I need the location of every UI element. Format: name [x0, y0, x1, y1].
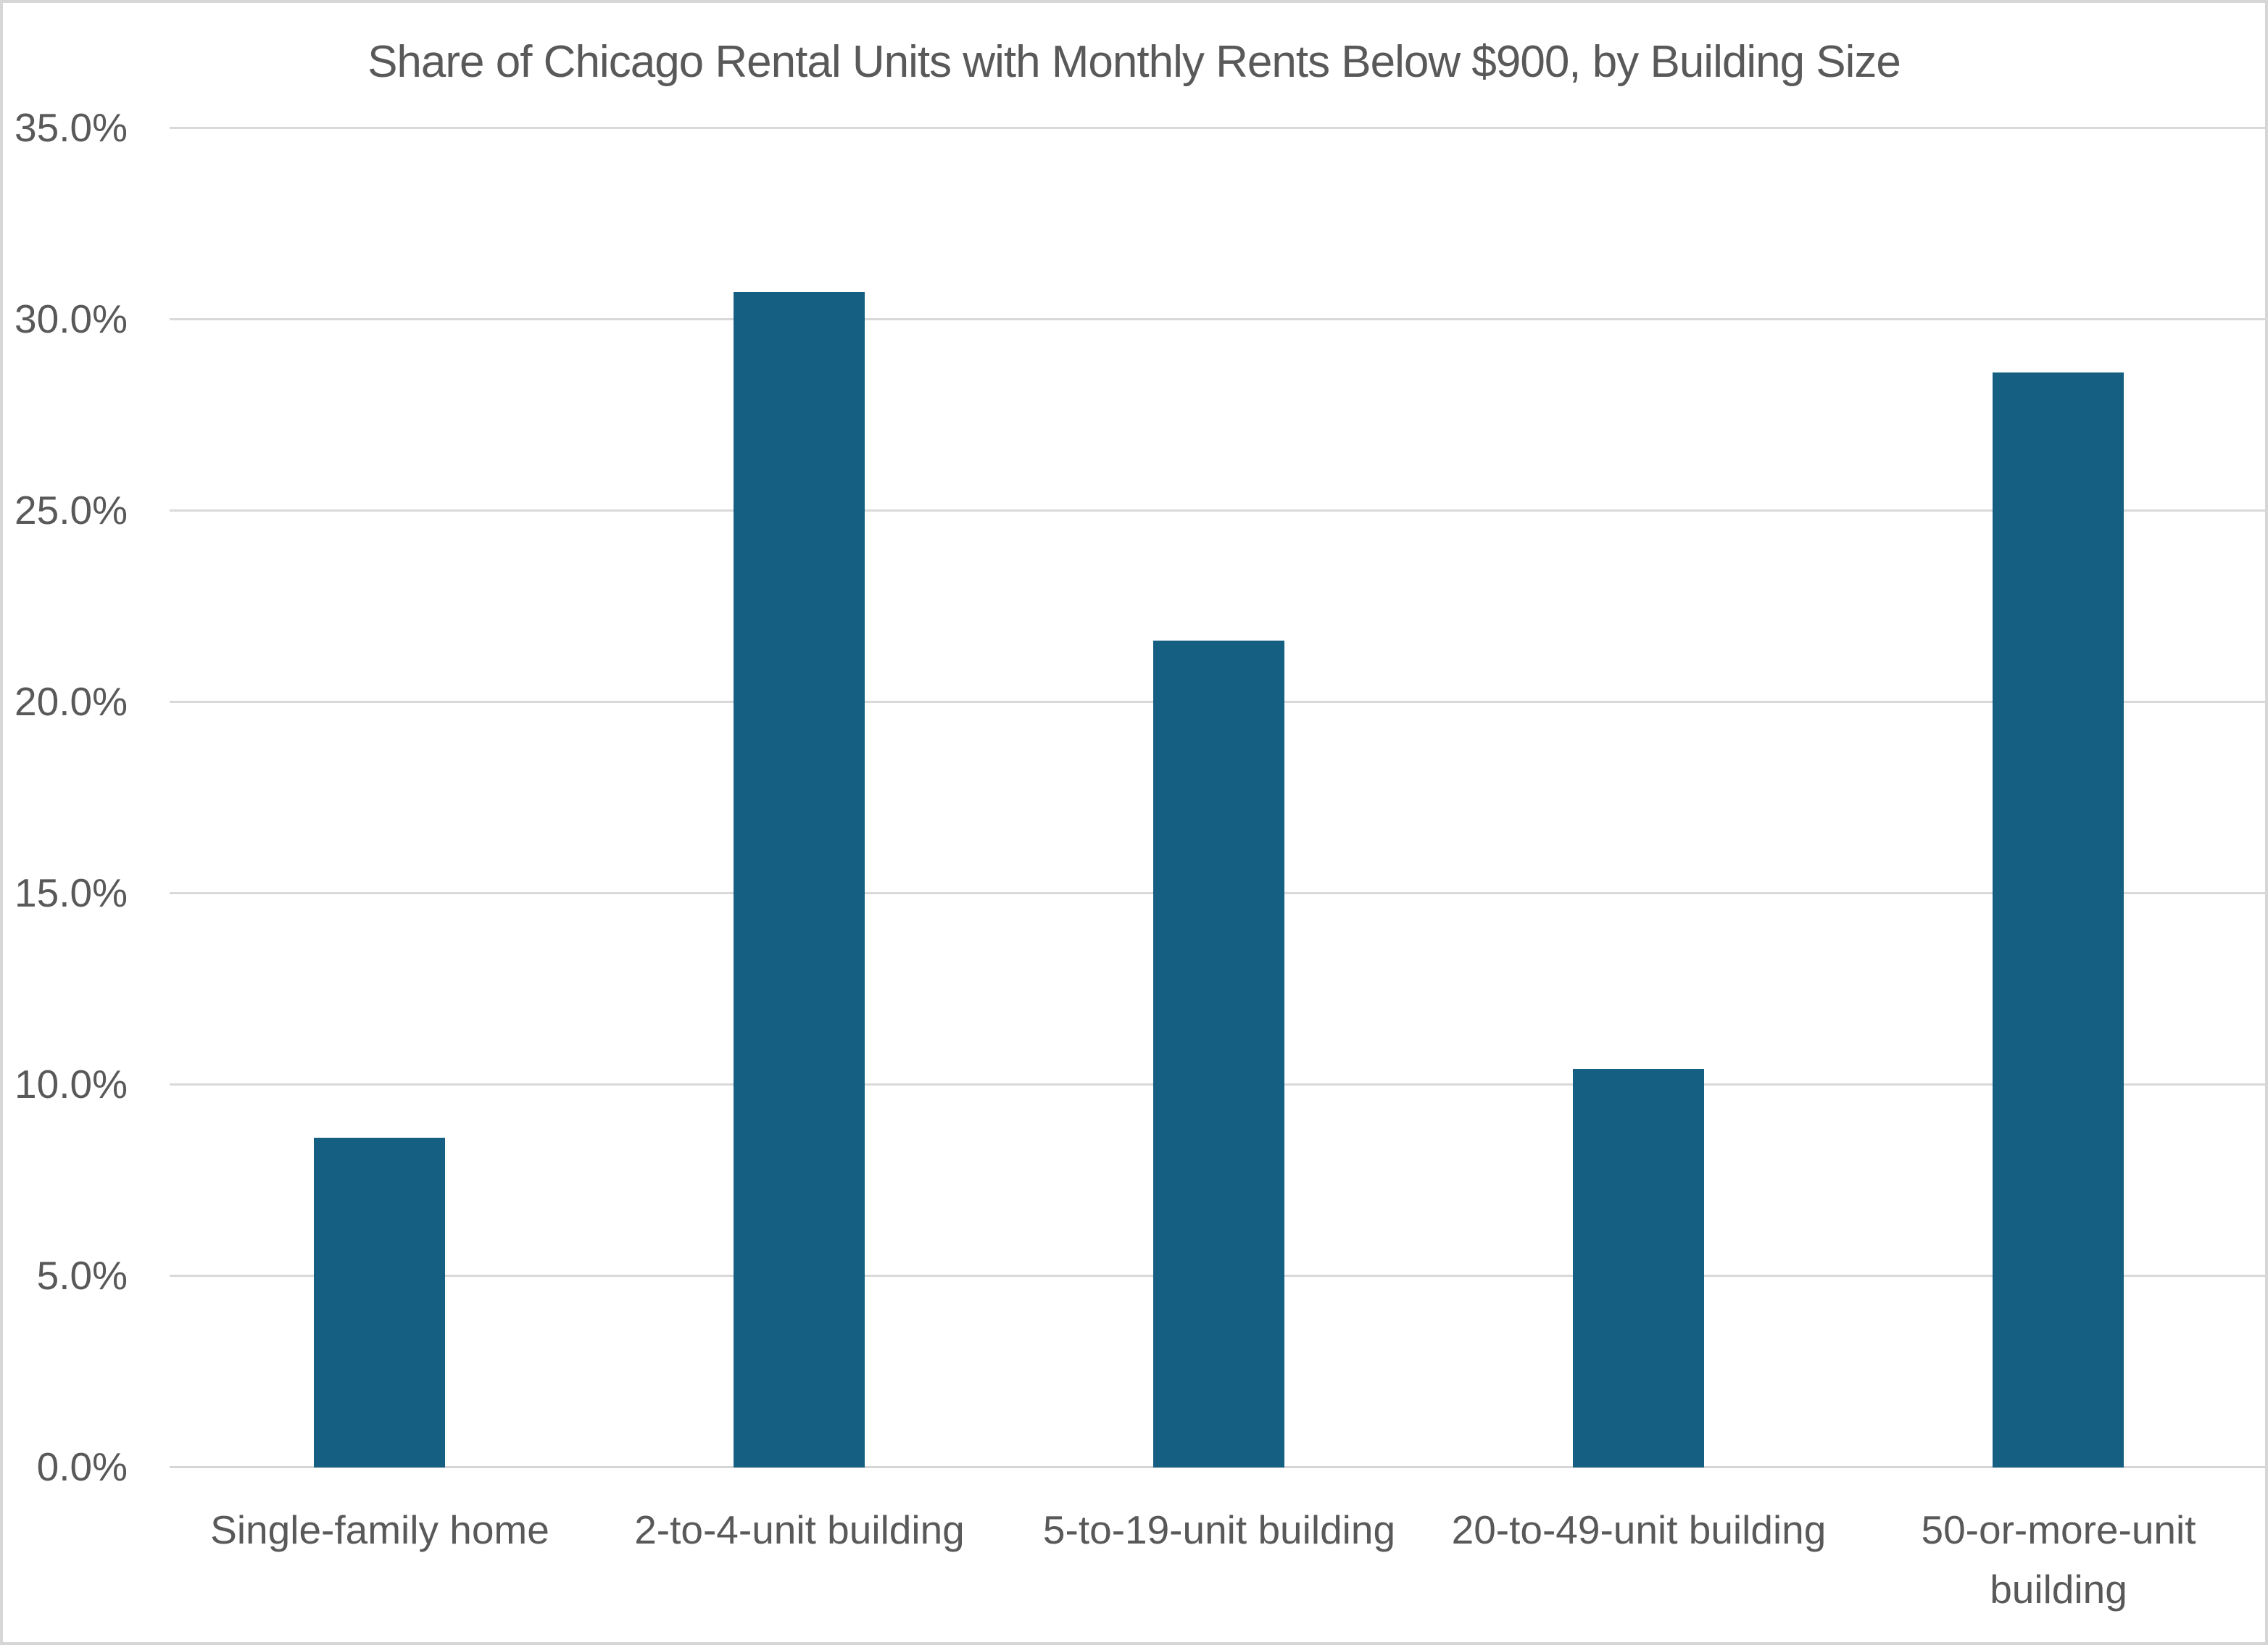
y-axis-tick-label: 25.0%: [14, 488, 128, 533]
x-axis-category-label: 20-to-49-unit building: [1451, 1507, 1827, 1552]
y-axis-tick-label: 30.0%: [14, 296, 128, 341]
chart-title: Share of Chicago Rental Units with Month…: [367, 37, 1901, 87]
bar: [1573, 1069, 1704, 1467]
bar: [734, 292, 865, 1467]
y-axis-tick-label: 5.0%: [36, 1253, 128, 1298]
y-axis-tick-label: 10.0%: [14, 1062, 128, 1107]
gridline: [170, 318, 2265, 320]
gridline: [170, 127, 2265, 129]
bar: [1153, 641, 1284, 1467]
y-axis-tick-label: 20.0%: [14, 679, 128, 724]
x-axis-category-label: 5-to-19-unit building: [1042, 1507, 1396, 1552]
bar: [314, 1138, 445, 1467]
x-axis-category-label: Single-family home: [210, 1507, 549, 1552]
y-axis-tick-label: 35.0%: [14, 105, 128, 150]
gridline: [170, 509, 2265, 512]
y-axis-tick-label: 15.0%: [14, 870, 128, 915]
x-axis-category-label: 50-or-more-unit building: [1921, 1507, 2196, 1612]
x-axis-category-label: 2-to-4-unit building: [634, 1507, 965, 1552]
bar: [1993, 372, 2124, 1467]
y-axis-tick-label: 0.0%: [36, 1444, 128, 1489]
